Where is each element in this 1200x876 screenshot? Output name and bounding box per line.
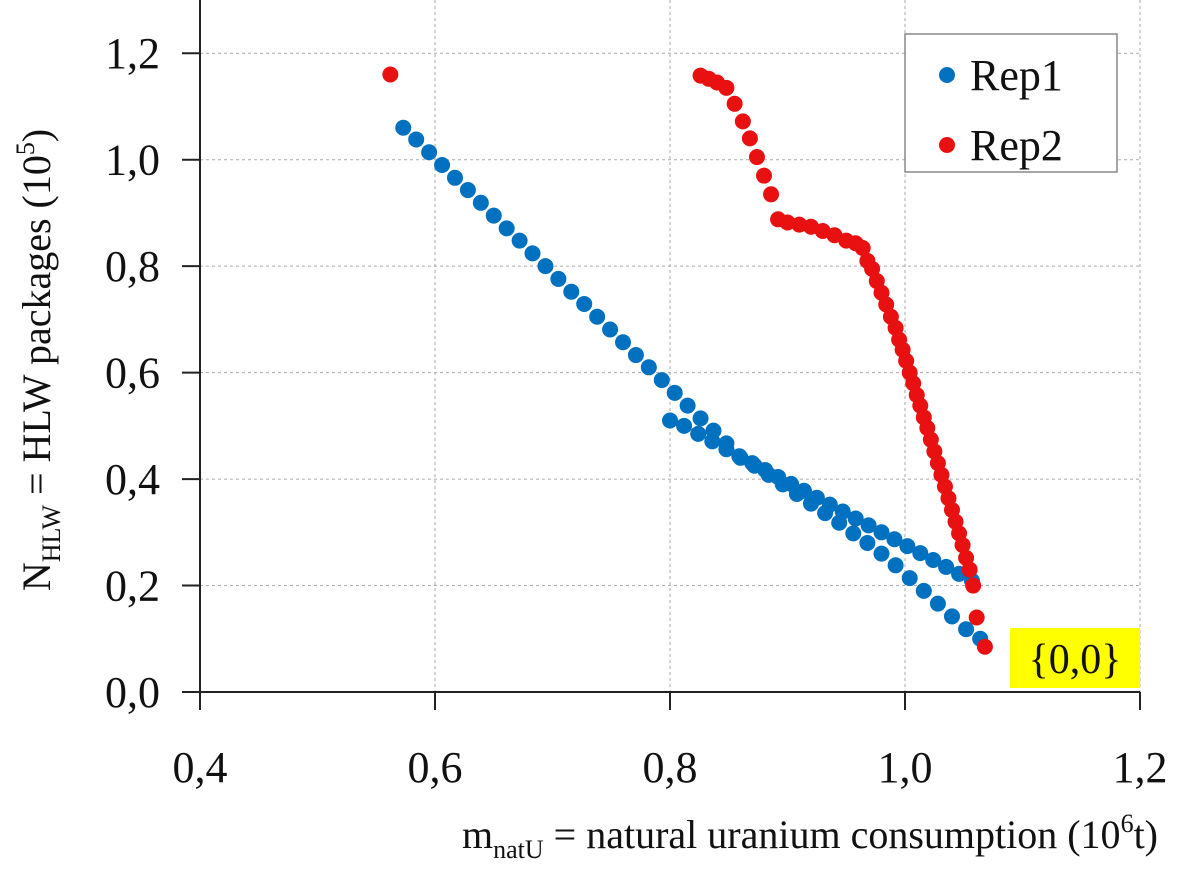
data-point-rep1 [485, 207, 502, 224]
x-tick-labels: 0,4 0,6 0,8 1,0 1,2 [173, 743, 1168, 792]
data-point-rep2 [965, 577, 982, 594]
data-point-rep1 [760, 466, 777, 483]
data-point-rep1 [732, 449, 749, 466]
data-point-rep1 [690, 425, 707, 442]
data-point-rep1 [446, 169, 463, 186]
data-point-rep1 [421, 144, 438, 161]
data-point-rep1 [679, 397, 696, 414]
data-point-rep1 [602, 321, 619, 338]
x-tick-label: 1,0 [878, 743, 933, 792]
data-point-rep2 [968, 609, 985, 626]
origin-annotation: {0,0} [1010, 628, 1140, 688]
data-point-rep1 [887, 557, 904, 574]
legend-label-rep2: Rep2 [970, 121, 1063, 170]
y-tick-label: 0,2 [105, 562, 160, 611]
data-point-rep2 [954, 537, 971, 554]
y-tick-label: 1,2 [105, 29, 160, 78]
data-points [382, 66, 993, 655]
data-point-rep1 [831, 514, 848, 531]
data-point-rep1 [472, 194, 489, 211]
data-point-rep1 [860, 517, 877, 534]
data-point-rep1 [627, 347, 644, 364]
x-axis-title: mnatU = natural uranium consumption (106… [462, 809, 1158, 864]
annotation-highlight [1010, 628, 1140, 688]
x-tick-label: 0,4 [173, 743, 228, 792]
data-point-rep2 [763, 186, 780, 203]
data-point-rep2 [382, 66, 399, 83]
data-point-rep1 [925, 551, 942, 568]
data-point-rep1 [589, 308, 606, 325]
series-rep1 [395, 119, 989, 647]
legend-marker-rep2 [939, 137, 955, 153]
legend: Rep1 Rep2 [904, 33, 1118, 173]
data-point-rep1 [803, 495, 819, 512]
y-tick-label: 0,4 [105, 455, 160, 504]
data-point-rep1 [662, 412, 678, 429]
y-tick-label: 0,0 [105, 668, 160, 717]
data-point-rep1 [653, 372, 670, 389]
data-point-rep1 [576, 295, 593, 312]
data-point-rep2 [976, 638, 993, 655]
y-tick-label: 0,6 [105, 349, 160, 398]
data-point-rep1 [938, 558, 955, 575]
data-point-rep2 [756, 167, 772, 184]
axes [182, 0, 1141, 710]
data-point-rep2 [864, 260, 881, 277]
data-point-rep1 [537, 258, 554, 275]
data-point-rep1 [746, 457, 763, 474]
data-point-rep1 [666, 384, 683, 401]
data-point-rep1 [704, 433, 721, 450]
data-point-rep2 [734, 113, 751, 130]
data-point-rep1 [929, 595, 946, 612]
data-point-rep1 [498, 220, 515, 237]
data-point-rep1 [774, 476, 791, 493]
data-point-rep2 [878, 296, 895, 313]
x-tick-label: 1,2 [1113, 743, 1168, 792]
data-point-rep1 [511, 232, 528, 249]
data-point-rep1 [676, 417, 693, 434]
data-point-rep1 [718, 441, 735, 458]
data-point-rep1 [915, 582, 932, 599]
series-rep2 [382, 66, 993, 655]
data-point-rep1 [788, 485, 805, 502]
annotation-text: {0,0} [1029, 637, 1122, 683]
y-tick-label: 0,8 [105, 242, 160, 291]
data-point-rep1 [944, 608, 960, 625]
data-point-rep1 [434, 157, 451, 174]
data-point-rep2 [726, 95, 743, 112]
x-tick-label: 0,8 [643, 743, 698, 792]
y-tick-label: 1,0 [105, 136, 160, 185]
data-point-rep1 [563, 283, 580, 300]
data-point-rep2 [741, 130, 758, 147]
legend-label-rep1: Rep1 [970, 51, 1063, 100]
data-point-rep1 [692, 410, 709, 427]
data-point-rep2 [748, 149, 765, 166]
data-point-rep2 [718, 79, 735, 96]
data-point-rep1 [899, 538, 916, 555]
data-point-rep1 [847, 510, 864, 527]
data-point-rep1 [524, 245, 541, 262]
data-point-rep1 [873, 524, 890, 541]
data-point-rep1 [408, 131, 425, 148]
data-point-rep1 [550, 270, 567, 287]
data-point-rep1 [459, 182, 476, 199]
data-point-rep1 [640, 359, 657, 376]
data-point-rep1 [395, 119, 412, 136]
data-point-rep2 [961, 561, 978, 578]
legend-marker-rep1 [939, 67, 955, 83]
data-point-rep1 [859, 534, 876, 551]
y-axis-title: NHLW = HLW packages (105) [11, 129, 66, 591]
x-tick-label: 0,6 [408, 743, 463, 792]
data-point-rep1 [901, 570, 918, 587]
data-point-rep1 [958, 621, 975, 638]
data-point-rep1 [886, 531, 903, 548]
data-point-rep1 [912, 545, 929, 562]
y-tick-labels: 0,0 0,2 0,4 0,6 0,8 1,0 1,2 [105, 29, 160, 717]
data-point-rep2 [854, 240, 871, 257]
data-point-rep1 [817, 505, 834, 522]
data-point-rep1 [845, 525, 862, 542]
data-point-rep1 [615, 334, 631, 351]
data-point-rep1 [873, 545, 890, 562]
